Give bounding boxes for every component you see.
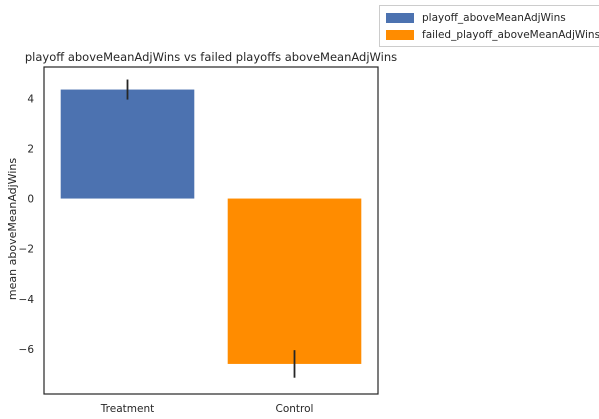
y-tick-label: 2 xyxy=(27,143,34,155)
x-tick-label-treatment: Treatment xyxy=(100,403,154,415)
error-bars-group xyxy=(126,79,296,378)
legend-item-playoff: playoff_aboveMeanAdjWins xyxy=(386,9,599,26)
y-tick-label: 4 xyxy=(27,93,34,105)
y-tick-label: 0 xyxy=(27,194,34,206)
bar-control xyxy=(227,198,362,364)
legend-swatch-playoff xyxy=(386,12,414,23)
y-tick-label: −2 xyxy=(19,244,34,256)
legend-label-failed-playoff: failed_playoff_aboveMeanAdjWins xyxy=(422,28,599,41)
legend-swatch-failed-playoff xyxy=(386,29,414,40)
y-tick-label: −6 xyxy=(19,344,35,356)
x-tick-label-control: Control xyxy=(276,403,314,415)
y-tick-label: −4 xyxy=(19,294,35,306)
legend-label-playoff: playoff_aboveMeanAdjWins xyxy=(422,11,566,24)
y-axis-label: mean aboveMeanAdjWins xyxy=(6,158,19,300)
legend: playoff_aboveMeanAdjWins failed_playoff_… xyxy=(379,5,599,47)
x-axis-ticks: Treatment Control xyxy=(100,403,314,415)
plot-frame xyxy=(43,66,379,395)
legend-item-failed-playoff: failed_playoff_aboveMeanAdjWins xyxy=(386,26,599,43)
bars-group xyxy=(60,89,362,364)
y-axis-ticks: 4 2 0 −2 −4 −6 xyxy=(19,93,35,356)
chart-title: playoff aboveMeanAdjWins vs failed playo… xyxy=(25,50,397,64)
bar-treatment xyxy=(60,89,195,199)
